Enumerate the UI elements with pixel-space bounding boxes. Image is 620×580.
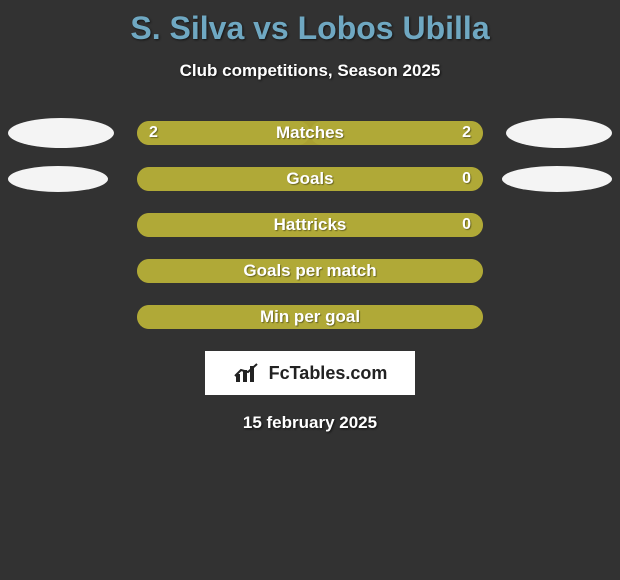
team-badge-left [8, 118, 114, 148]
stat-bar: Matches22 [137, 121, 483, 145]
stats-rows: Matches22 Goals0 Hattricks0 Goals per match… [0, 121, 620, 329]
page-title: S. Silva vs Lobos Ubilla [130, 10, 489, 47]
stat-row: Matches22 [0, 121, 620, 145]
subtitle: Club competitions, Season 2025 [180, 61, 441, 81]
content-container: S. Silva vs Lobos Ubilla Club competitio… [0, 0, 620, 580]
stat-bar: Min per goal [137, 305, 483, 329]
team-badge-right [502, 166, 612, 192]
stat-bar-fill-left [137, 121, 310, 145]
stat-bar-fill-right [137, 305, 483, 329]
stat-row: Goals per match [0, 259, 620, 283]
logo-chart-icon [233, 362, 263, 384]
team-badge-right [506, 118, 612, 148]
stat-row: Hattricks0 [0, 213, 620, 237]
stat-bar-fill-right [137, 213, 483, 237]
date-text: 15 february 2025 [243, 413, 377, 433]
stat-bar-fill-right [310, 121, 483, 145]
stat-bar: Goals0 [137, 167, 483, 191]
stat-bar-fill-right [137, 259, 483, 283]
team-badge-left [8, 166, 108, 192]
stat-row: Goals0 [0, 167, 620, 191]
logo-text: FcTables.com [269, 363, 388, 384]
stat-bar-fill-right [137, 167, 483, 191]
stat-bar: Hattricks0 [137, 213, 483, 237]
logo-box: FcTables.com [205, 351, 415, 395]
stat-bar: Goals per match [137, 259, 483, 283]
stat-row: Min per goal [0, 305, 620, 329]
